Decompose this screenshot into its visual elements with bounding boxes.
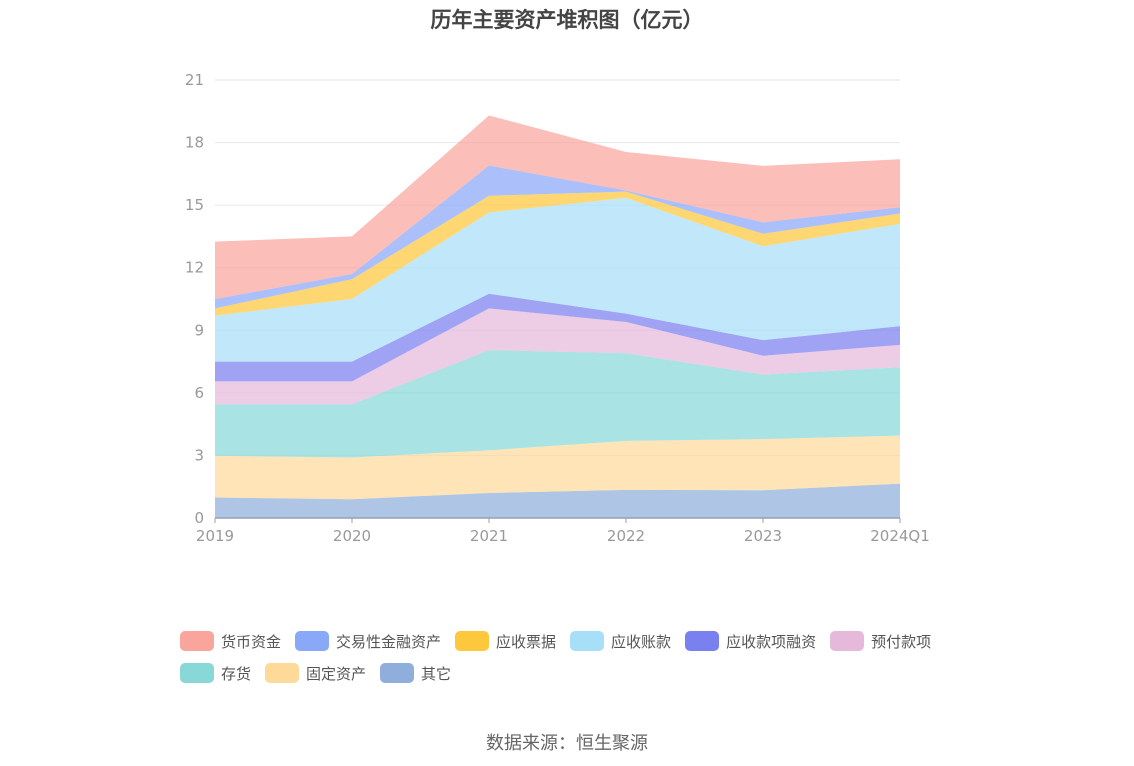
area-货币资金	[215, 115, 900, 299]
legend-item[interactable]: 固定资产	[265, 662, 366, 684]
y-tick-label: 0	[194, 509, 204, 527]
legend-item[interactable]: 存货	[180, 662, 251, 684]
legend-label: 预付款项	[871, 632, 932, 651]
legend-label: 存货	[221, 664, 252, 683]
area-应收款项融资	[215, 293, 900, 382]
x-tick-label: 2021	[470, 527, 508, 545]
legend-item[interactable]: 预付款项	[830, 630, 931, 652]
legend-item[interactable]: 应收票据	[455, 630, 556, 652]
legend-swatch	[180, 663, 214, 683]
area-应收票据	[215, 191, 900, 316]
legend-label: 应收票据	[496, 632, 557, 651]
chart-title: 历年主要资产堆积图（亿元）	[430, 8, 704, 32]
legend-item[interactable]: 应收款项融资	[685, 630, 816, 652]
stacked-area-chart: 0 3 6 9 12 15 18 21 2019 2020 2021 2022 2023 2024Q1	[185, 71, 930, 545]
legend: 货币资金 交易性金融资产 应收票据 应收账款 应收款项融资 预付款项存货 固定资产 其它	[180, 630, 980, 694]
x-tick-label: 2024Q1	[870, 527, 930, 545]
legend-label: 应收款项融资	[726, 632, 817, 651]
legend-label: 货币资金	[221, 632, 282, 651]
legend-swatch	[380, 663, 415, 683]
legend-swatch	[455, 631, 490, 651]
area-其它	[215, 483, 900, 518]
y-tick-label: 15	[185, 196, 204, 214]
data-source: 数据来源：恒生聚源	[486, 733, 648, 754]
legend-swatch	[295, 631, 330, 651]
y-tick-label: 6	[194, 384, 204, 402]
legend-swatch	[685, 631, 720, 651]
x-tick-label: 2019	[196, 527, 234, 545]
x-tick-label: 2022	[607, 527, 645, 545]
legend-swatch	[265, 663, 300, 683]
legend-label: 应收账款	[611, 632, 672, 651]
area-预付款项	[215, 308, 900, 405]
x-tick-label: 2020	[333, 527, 371, 545]
legend-label: 交易性金融资产	[336, 632, 442, 651]
axes: 0 3 6 9 12 15 18 21 2019 2020 2021 2022 2023 2024Q1	[185, 71, 930, 545]
legend-label: 固定资产	[306, 664, 367, 683]
area-series	[215, 115, 900, 518]
y-tick-label: 9	[194, 321, 204, 339]
y-tick-label: 21	[185, 71, 204, 89]
area-固定资产	[215, 435, 900, 500]
legend-item[interactable]: 货币资金	[180, 630, 281, 652]
area-应收账款	[215, 197, 900, 362]
legend-item[interactable]: 应收账款	[570, 630, 671, 652]
legend-swatch	[570, 631, 605, 651]
legend-item[interactable]: 交易性金融资产	[295, 630, 441, 652]
area-存货	[215, 350, 900, 458]
legend-swatch	[830, 631, 865, 651]
legend-label: 其它	[421, 664, 452, 683]
y-tick-label: 3	[194, 446, 204, 464]
y-tick-label: 18	[185, 134, 204, 152]
legend-item[interactable]: 其它	[380, 662, 451, 684]
legend-swatch	[180, 631, 214, 651]
x-tick-label: 2023	[744, 527, 782, 545]
y-tick-label: 12	[185, 259, 204, 277]
